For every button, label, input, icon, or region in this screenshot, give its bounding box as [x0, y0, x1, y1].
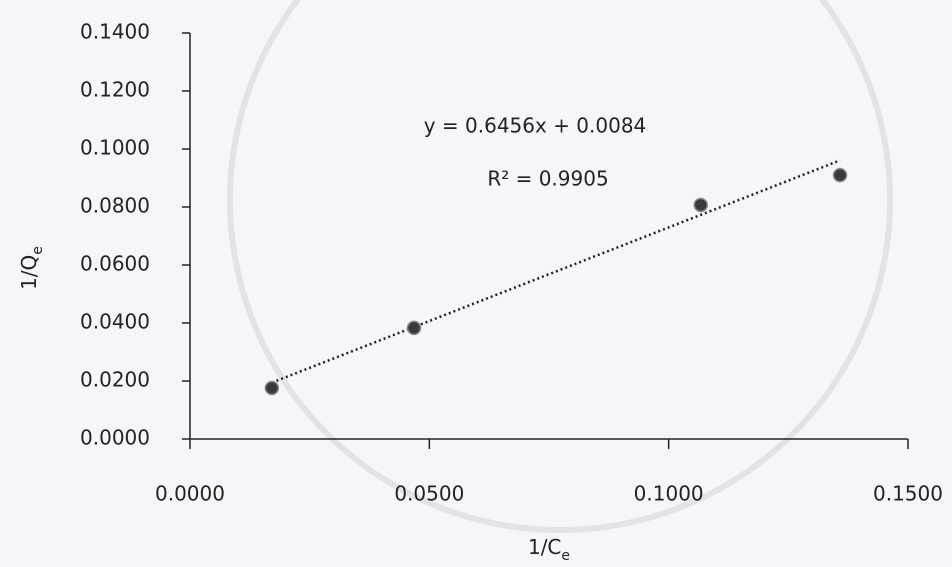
y-tick-label: 0.1200 [80, 78, 150, 102]
point [408, 321, 421, 334]
y-tick-label: 0.0000 [80, 426, 150, 450]
watermark [230, 0, 890, 530]
x-tick-label: 0.1000 [634, 482, 704, 506]
y-label-sub: e [30, 246, 46, 255]
x-label-sub: e [561, 548, 570, 564]
page: {"chart_data": {"type": "scatter", "xlab… [0, 0, 952, 567]
x-tick-label: 0.0000 [155, 482, 225, 506]
chart: y = 0.6456x + 0.0084 R² = 0.9905 1/Ce 1/… [0, 0, 952, 567]
y-tick-label: 0.1400 [80, 20, 150, 44]
y-tick-label: 0.1000 [80, 136, 150, 160]
y-tick-label: 0.0400 [80, 310, 150, 334]
x-label-main: 1/C [528, 535, 561, 559]
x-axis-label: 1/Ce [528, 535, 570, 565]
y-label-main: 1/Q [17, 255, 41, 290]
y-tick-label: 0.0200 [80, 368, 150, 392]
y-tick-label: 0.0600 [80, 252, 150, 276]
r-squared: R² = 0.9905 [487, 167, 608, 191]
y-axis-label: 1/Qe [17, 246, 47, 290]
trend-equation: y = 0.6456x + 0.0084 [424, 114, 647, 138]
y-tick-label: 0.0800 [80, 194, 150, 218]
point [265, 381, 278, 394]
trendline [272, 160, 840, 382]
x-tick-label: 0.1500 [873, 482, 943, 506]
point [694, 198, 707, 211]
point [834, 169, 847, 182]
x-tick-label: 0.0500 [394, 482, 464, 506]
